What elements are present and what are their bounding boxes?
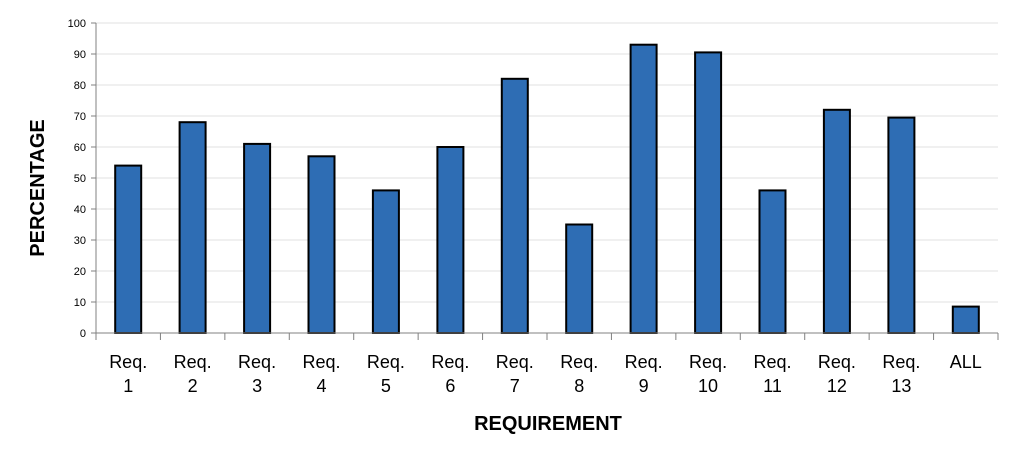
y-tick-label: 20 [74,266,86,278]
bar [758,189,787,334]
bar [243,142,272,334]
x-tick-label: Req. 3 [238,352,276,396]
x-tick-label: ALL [950,352,982,372]
x-axis-title: REQUIREMENT [474,413,622,435]
y-tick-labels: 0 10 20 30 40 50 60 70 80 90 100 [68,18,86,340]
y-tick-label: 90 [74,49,86,61]
y-tick-label: 30 [74,235,86,247]
axes [91,22,999,340]
bar [951,305,980,335]
x-tick-label: Req. 9 [625,352,663,396]
x-tick-labels: Req. 1 Req. 2 Req. 3 Req. 4 Req. 5 Req. 6 Req. 7 Req. 8… [109,352,982,396]
gridlines [96,22,998,303]
x-tick-label: Req. 7 [496,352,534,396]
y-axis-title: PERCENTAGE [27,119,49,256]
bars [114,43,980,335]
y-tick-label: 10 [74,297,86,309]
bar [500,77,529,334]
y-tick-label: 50 [74,173,86,185]
x-tick-label: Req. 10 [689,352,727,396]
y-tick-label: 80 [74,80,86,92]
bar [694,51,723,335]
y-tick-label: 60 [74,142,86,154]
bar [822,108,851,334]
bar [114,164,143,334]
bar [371,189,400,334]
x-tick-label: Req. 6 [431,352,469,396]
x-tick-label: Req. 11 [753,352,791,396]
x-tick-label: Req. 1 [109,352,147,396]
x-tick-label: Req. 4 [302,352,340,396]
x-tick-label: Req. 12 [818,352,856,396]
x-tick-label: Req. 2 [174,352,212,396]
bar [887,116,916,334]
bar [436,146,465,334]
bar [565,223,594,334]
y-tick-label: 70 [74,111,86,123]
y-tick-label: 0 [80,328,86,340]
x-tick-label: Req. 5 [367,352,405,396]
y-tick-label: 40 [74,204,86,216]
bar [629,43,658,334]
bar [178,121,207,334]
x-tick-label: Req. 8 [560,352,598,396]
x-tick-label: Req. 13 [882,352,920,396]
y-tick-label: 100 [68,18,86,30]
bar [307,155,336,334]
